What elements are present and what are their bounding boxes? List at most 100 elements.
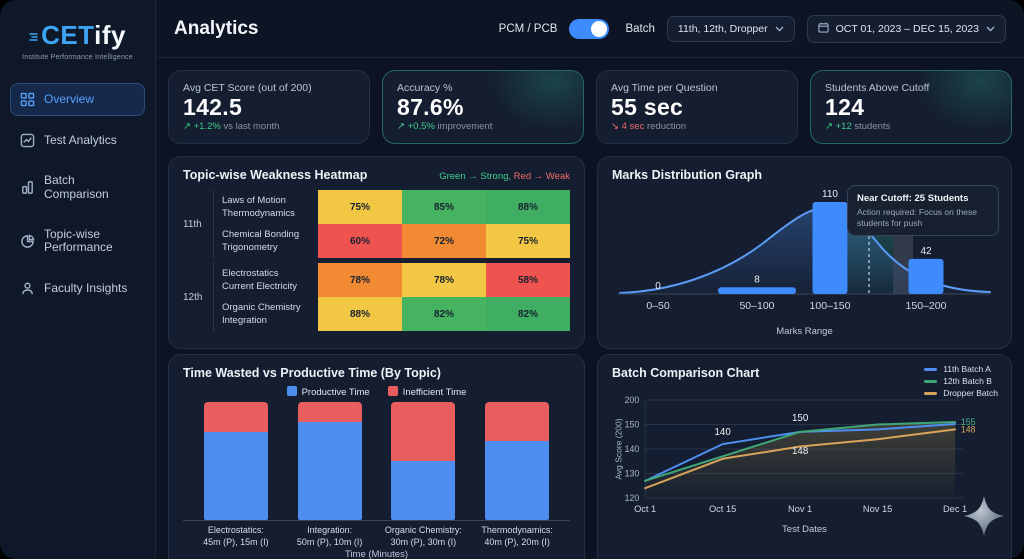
chevron-down-icon — [775, 23, 784, 35]
heatmap-cell[interactable]: 85% — [402, 190, 486, 224]
heatmap-topic-label: Organic Chemistry — [222, 302, 301, 313]
kpi-delta-value: +12 — [835, 121, 852, 132]
time-x-axis-label: Time (Minutes) — [345, 549, 408, 559]
heatmap-topic-label: Electrostatics — [222, 268, 279, 279]
legend-12th-batch-b: 12th Batch B — [924, 376, 998, 386]
marks-distribution-card: Marks Distribution Graph Near Cutoff: 25… — [597, 156, 1012, 349]
svg-text:148: 148 — [792, 446, 809, 457]
batch-chart-legend: 11th Batch A 12th Batch B Dropper Batch — [924, 364, 998, 398]
time-stacked-bars — [183, 402, 570, 521]
svg-text:150: 150 — [792, 413, 809, 424]
marks-x-tick: 100–150 — [810, 300, 851, 312]
svg-text:42: 42 — [920, 246, 932, 257]
kpi-title: Students Above Cutoff — [825, 82, 930, 94]
svg-text:Avg Score (200): Avg Score (200) — [614, 418, 624, 479]
batch-x-tick: Oct 15 — [709, 504, 736, 514]
sidebar-item-overview[interactable]: Overview — [10, 83, 145, 116]
heatmap-cell[interactable]: 75% — [318, 190, 402, 224]
person-icon — [20, 281, 35, 296]
time-chart-legend: Productive Time Inefficient Time — [183, 386, 570, 398]
heatmap-cell[interactable]: 82% — [486, 297, 570, 331]
legend-11th-batch-a: 11th Batch A — [924, 364, 998, 374]
kpi-value: 124 — [825, 94, 865, 120]
kpi-delta: ↗ +0.5% improvement — [397, 121, 569, 132]
time-stacked-bar[interactable] — [203, 402, 268, 520]
sidebar-item-test-analytics[interactable]: Test Analytics — [10, 124, 145, 157]
heatmap-card: Topic-wise Weakness Heatmap Green → Stro… — [168, 156, 585, 349]
batch-x-tick: Nov 1 — [788, 504, 812, 514]
marks-chart-title: Marks Distribution Graph — [612, 168, 763, 182]
heatmap-cell[interactable]: 88% — [318, 297, 402, 331]
green-dash-icon — [924, 379, 938, 383]
logo-text-ify: ify — [94, 20, 126, 50]
kpi-delta: ↘ 4 sec reduction — [611, 121, 783, 132]
svg-text:148: 148 — [961, 424, 976, 434]
heatmap-grid: 11th Laws of Motion Thermodynamics 75% 85% 88… — [183, 190, 570, 331]
heatmap-cell[interactable]: 78% — [402, 263, 486, 297]
date-range-picker[interactable]: OCT 01, 2023 – DEC 15, 2023 — [806, 14, 1006, 43]
legend-label: 12th Batch B — [943, 376, 992, 386]
heatmap-cell[interactable]: 82% — [402, 297, 486, 331]
orange-dash-icon — [924, 391, 938, 395]
page-title: Analytics — [174, 17, 259, 39]
heatmap-group-label: 12th — [183, 291, 203, 303]
heatmap-row: Laws of Motion Thermodynamics 75% 85% 88% — [214, 190, 570, 224]
batch-x-tick: Dec 1 — [943, 504, 967, 514]
logo: CETify Institute Performance Intelligenc… — [10, 20, 145, 61]
svg-text:200: 200 — [625, 395, 640, 405]
heatmap-cell[interactable]: 72% — [402, 224, 486, 258]
dashboard-content: Avg CET Score (out of 200) 142.5 ↗ +1.2%… — [156, 58, 1024, 559]
legend-weak: Red → Weak — [513, 171, 570, 182]
time-stacked-bar[interactable] — [391, 402, 456, 520]
sidebar-item-faculty-insights[interactable]: Faculty Insights — [10, 272, 145, 305]
logo-speed-lines-icon — [29, 30, 39, 49]
time-split-card: Time Wasted vs Productive Time (By Topic… — [168, 354, 585, 559]
pcm-pcb-toggle[interactable] — [569, 18, 610, 39]
productive-segment — [485, 441, 550, 520]
svg-text:140: 140 — [625, 444, 640, 454]
topbar: Analytics PCM / PCB Batch 11th, 12th, Dr… — [156, 0, 1024, 58]
marks-x-axis-label: Marks Range — [776, 326, 833, 337]
marks-x-tick: 150–200 — [906, 300, 947, 312]
kpi-delta: ↗ +1.2% vs last month — [183, 121, 355, 132]
kpi-delta-suffix: vs last month — [223, 121, 280, 132]
batch-label: Batch — [625, 22, 655, 35]
batch-x-axis-label: Test Dates — [782, 524, 827, 535]
sidebar-nav: Overview Test Analytics Batch Comparison… — [10, 83, 145, 305]
productive-segment — [391, 461, 456, 520]
sidebar-item-topic-wise-performance[interactable]: Topic-wise Performance — [10, 219, 145, 265]
pcm-pcb-toggle-label: PCM / PCB — [498, 22, 558, 35]
heatmap-row: Organic Chemistry Integration 88% 82% 82% — [214, 297, 570, 331]
heatmap-topic-label: Integration — [222, 315, 267, 326]
blue-dash-icon — [924, 367, 938, 371]
time-bar-label: Thermodynamics: 40m (P), 20m (I) — [481, 525, 553, 547]
heatmap-cell[interactable]: 58% — [486, 263, 570, 297]
time-stacked-bar[interactable] — [485, 402, 550, 520]
batch-x-tick: Nov 15 — [863, 504, 892, 514]
sidebar-item-batch-comparison[interactable]: Batch Comparison — [10, 165, 145, 211]
batch-comparison-card: Batch Comparison Chart 11th Batch A 12th… — [597, 354, 1012, 559]
svg-text:155: 155 — [961, 417, 976, 427]
batch-dropdown[interactable]: 11th, 12th, Dropper — [666, 15, 795, 42]
heatmap-cell[interactable]: 78% — [318, 263, 402, 297]
inefficient-swatch-icon — [387, 386, 398, 396]
kpi-card-avg-time-per-question: Avg Time per Question 55 sec ↘ 4 sec red… — [596, 70, 798, 144]
svg-text:110: 110 — [822, 189, 838, 200]
svg-text:130: 130 — [625, 468, 640, 478]
heatmap-cell[interactable]: 75% — [486, 224, 570, 258]
time-bar-label: Organic Chemistry: 30m (P), 30m (I) — [384, 525, 462, 547]
heatmap-group: 11th Laws of Motion Thermodynamics 75% 85% 88… — [183, 190, 570, 258]
main-area: Analytics PCM / PCB Batch 11th, 12th, Dr… — [156, 0, 1024, 559]
heatmap-cell[interactable]: 60% — [318, 224, 402, 258]
trend-up-icon: ↗ — [397, 121, 405, 132]
time-stacked-bar[interactable] — [297, 402, 362, 520]
kpi-title: Avg Time per Question — [611, 82, 718, 94]
tooltip-body: Action required: Focus on these students… — [857, 207, 978, 228]
trend-down-icon: ↘ — [611, 121, 619, 132]
kpi-delta-value: +1.2% — [193, 121, 221, 132]
calendar-icon — [817, 22, 829, 36]
heatmap-cell[interactable]: 88% — [486, 190, 570, 224]
legend-label: Dropper Batch — [943, 388, 998, 398]
sidebar: CETify Institute Performance Intelligenc… — [0, 0, 156, 559]
sidebar-item-label: Test Analytics — [44, 132, 117, 147]
